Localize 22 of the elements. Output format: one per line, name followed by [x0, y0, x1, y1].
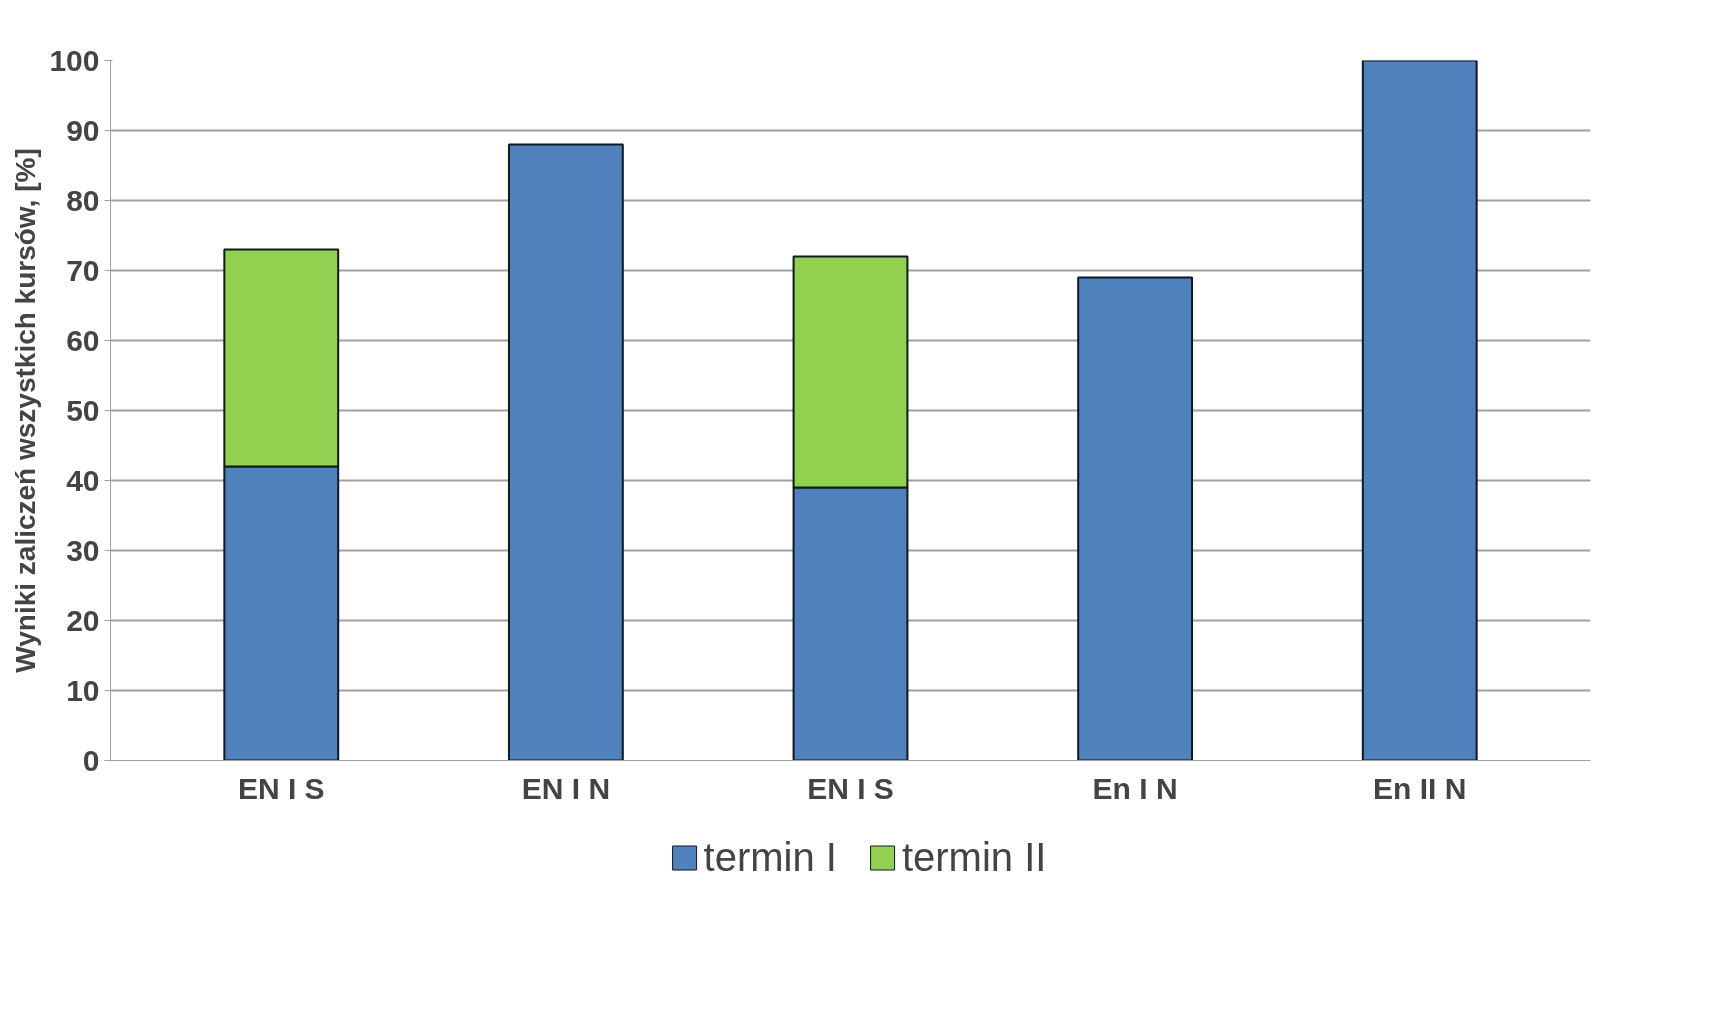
bar — [507, 143, 624, 761]
legend-label: termin II — [901, 834, 1047, 880]
y-tick-label: 20 — [66, 603, 100, 637]
y-tick-label: 40 — [66, 463, 100, 497]
y-tick-label: 90 — [66, 113, 100, 147]
y-tick-label: 50 — [66, 393, 100, 427]
bar — [1361, 60, 1478, 761]
y-tick-label: 100 — [49, 43, 100, 77]
x-tick-label: En II N — [1373, 771, 1467, 805]
legend-label: termin I — [703, 834, 837, 880]
y-tick-label: 70 — [66, 253, 100, 287]
x-tick-label: EN I S — [807, 771, 894, 805]
x-tick-label: EN I N — [521, 771, 611, 805]
x-tick-label: En I N — [1092, 771, 1178, 805]
y-tick-label: 80 — [66, 183, 100, 217]
y-tick-label: 30 — [66, 533, 100, 567]
bar — [1077, 276, 1194, 761]
y-tick-label: 60 — [66, 323, 100, 357]
y-tick-label: 0 — [82, 743, 100, 777]
y-axis-title: Wyniki zaliczeń wszystkich kursów, [%] — [10, 148, 42, 673]
y-tick-label: 10 — [66, 673, 100, 707]
x-tick-label: EN I S — [237, 771, 325, 805]
